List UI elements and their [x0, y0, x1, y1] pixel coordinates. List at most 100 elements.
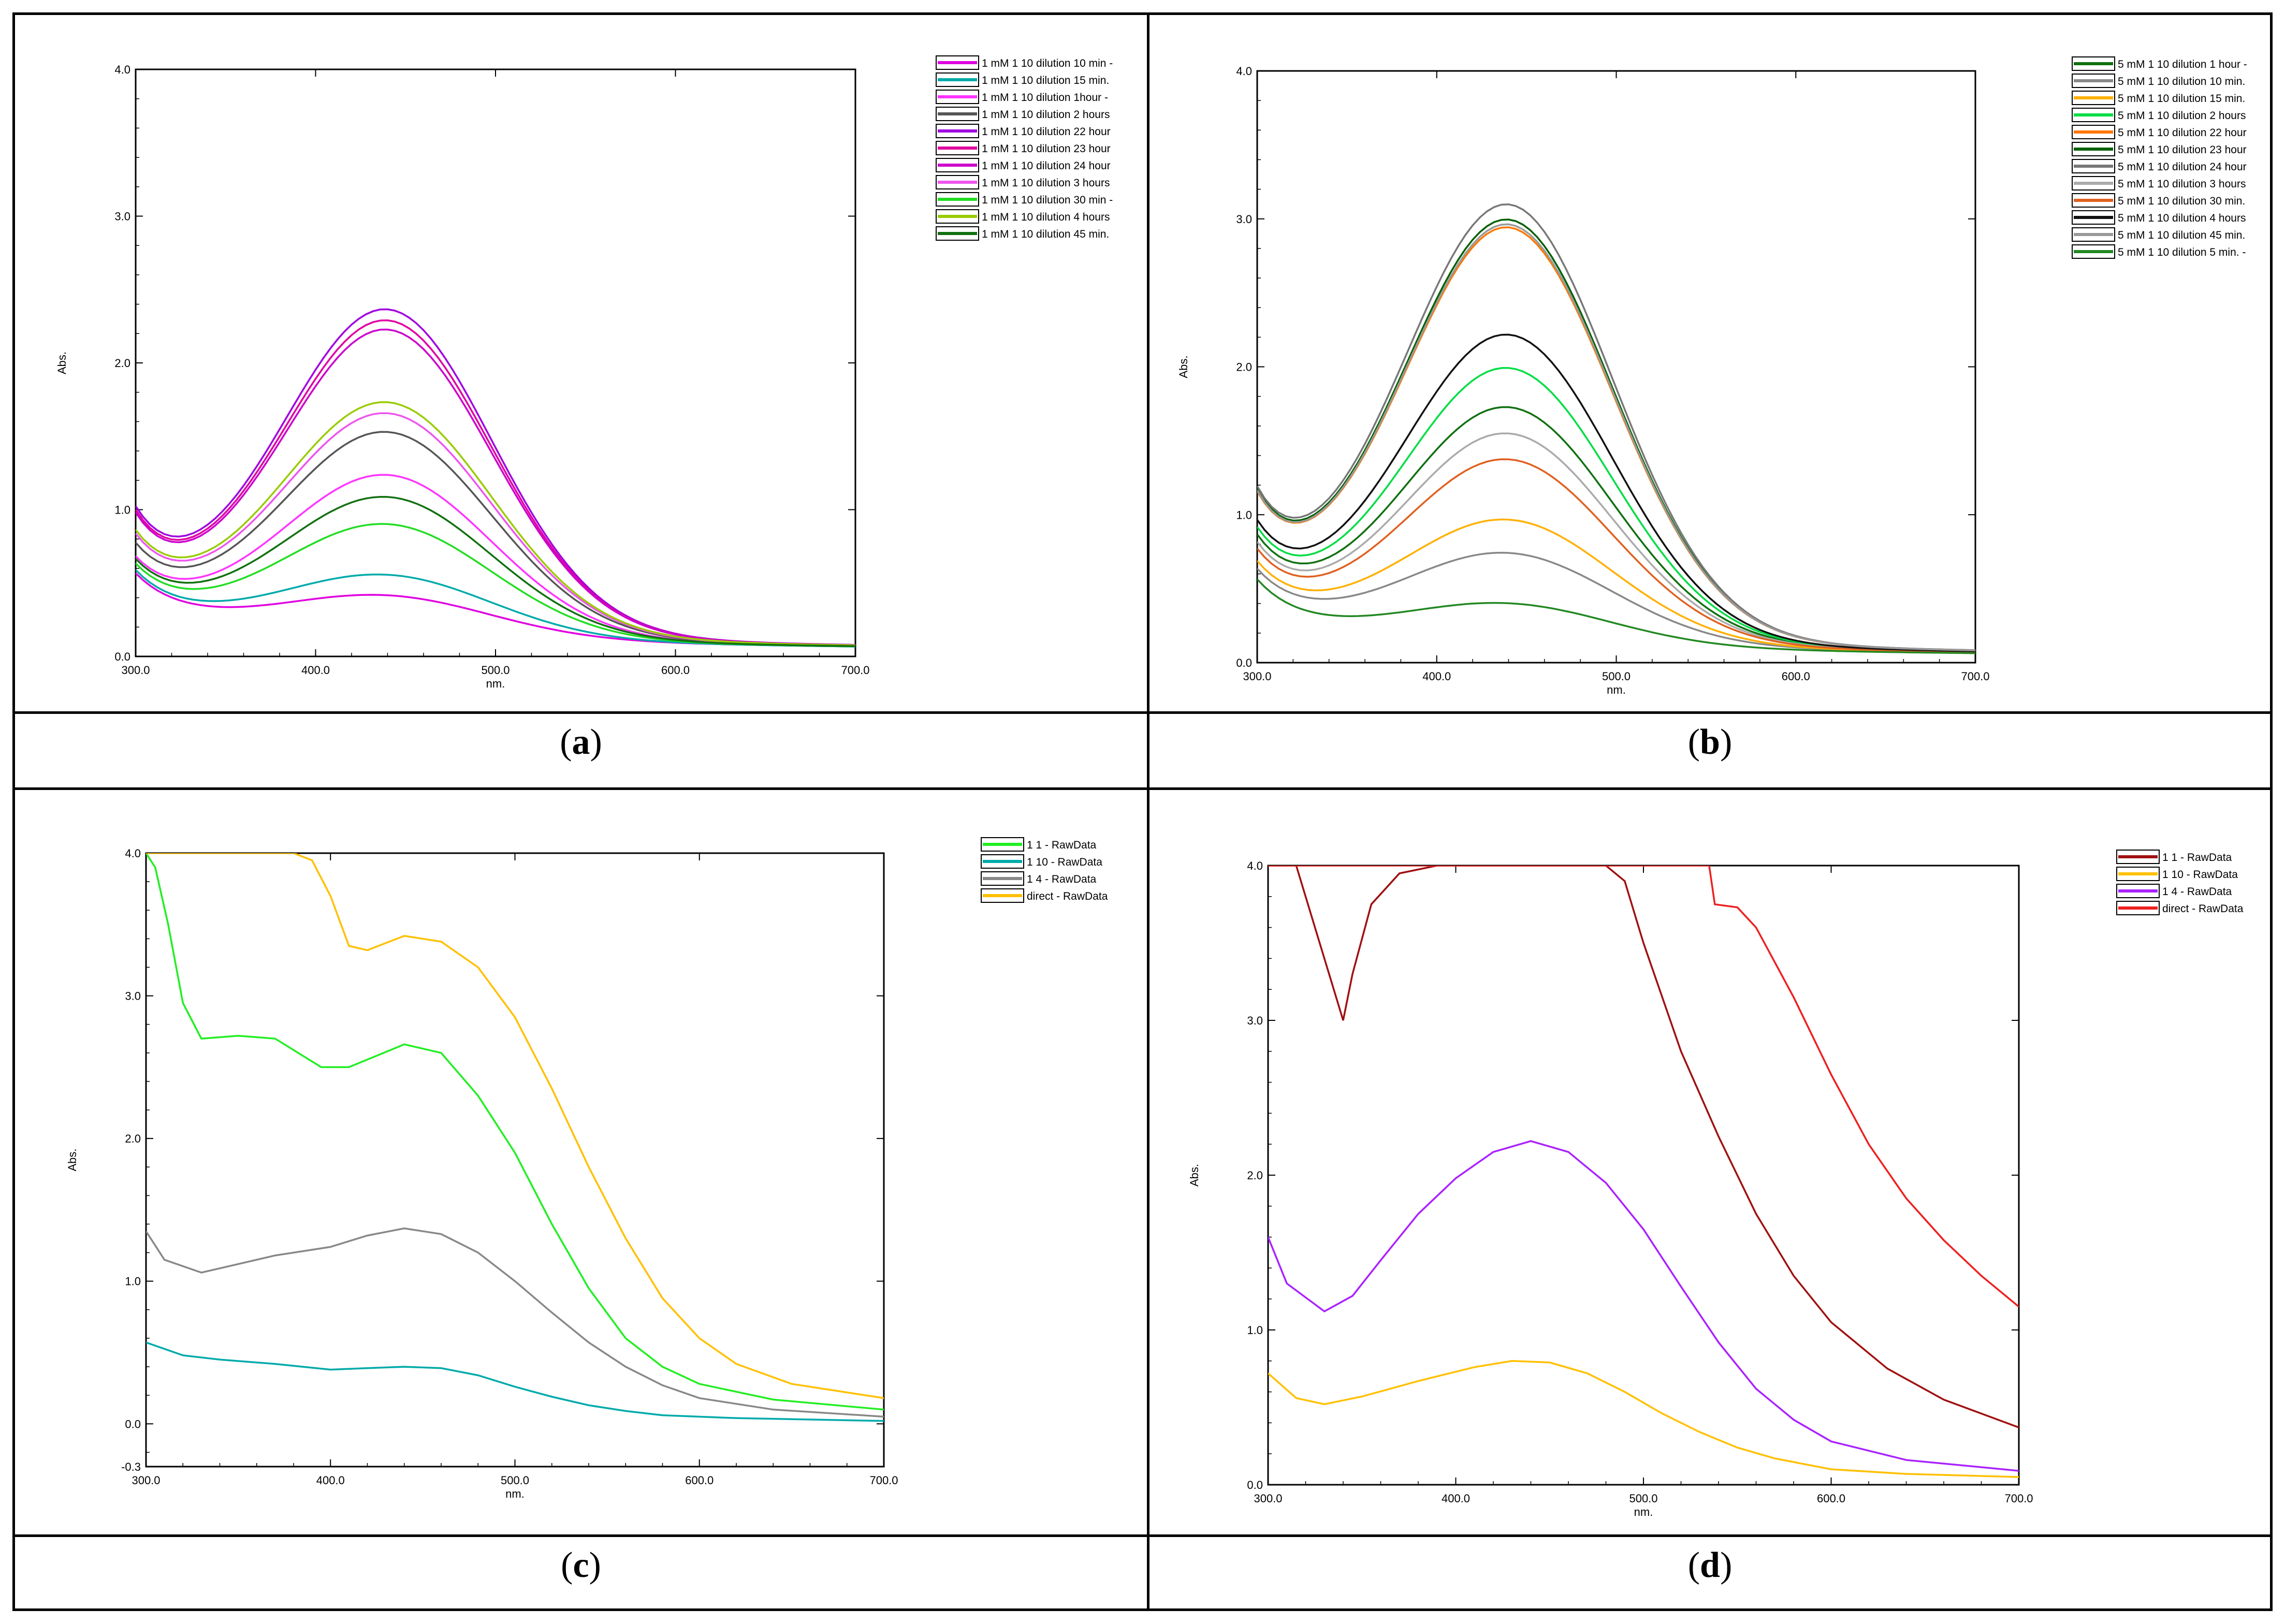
x-tick-label: 700.0	[2004, 1492, 2033, 1505]
legend-entry-label: direct - RawData	[2162, 903, 2244, 915]
x-tick-label: 400.0	[316, 1474, 345, 1487]
plot-frame	[145, 852, 885, 1468]
x-tick-label: 600.0	[685, 1474, 714, 1487]
y-tick-label: 3.0	[125, 990, 141, 1003]
legend-entry-label: 1 mM 1 10 dilution 24 hour	[982, 160, 1111, 172]
x-axis-label: nm.	[505, 1487, 525, 1500]
y-tick-label: 0.0	[1236, 656, 1252, 669]
y-tick-label: 0.0	[1247, 1479, 1263, 1491]
series-line-4	[136, 431, 855, 647]
figure-grid: (a) (b) (c) (d)	[12, 12, 2273, 1611]
chart-panel-d: 300.0 400.0 500.0 600.0 700.0 0.0 1.0 2.0 3.0 4.0…	[1188, 850, 2244, 1518]
legend-entry-label: direct - RawData	[1027, 890, 1108, 902]
y-tick-label: 2.0	[1236, 361, 1252, 374]
legend-entry-label: 5 mM 1 10 dilution 2 hours	[2118, 110, 2246, 122]
legend-entry-label: 5 mM 1 10 dilution 22 hour	[2118, 127, 2247, 139]
legend-entry-label: 5 mM 1 10 dilution 3 hours	[2118, 178, 2246, 190]
legend-entry-label: 5 mM 1 10 dilution 15 min.	[2118, 93, 2245, 105]
legend-entry-label: 1 mM 1 10 dilution 3 hours	[982, 177, 1110, 189]
y-tick-label: 0.0	[114, 650, 130, 663]
chart-panel-b: 300.0 400.0 500.0 600.0 700.0 0.0 1.0 2.0 3.0 4.0…	[1177, 56, 2247, 696]
chart-panel-c: 300.0 400.0 500.0 600.0 700.0 -0.3 0.0 1.0 2.0 3.…	[66, 837, 1108, 1500]
caption-a: (a)	[560, 722, 602, 762]
legend-entry-label: 1 4 - RawData	[1027, 873, 1097, 885]
row-divider-mid	[15, 787, 2270, 790]
series-line-2	[1268, 1360, 2019, 1478]
y-tick-label: 1.0	[1236, 508, 1252, 521]
series-line-6	[1257, 218, 1975, 651]
x-tick-label: 700.0	[869, 1474, 898, 1487]
series-line-3	[136, 474, 855, 647]
series-line-12	[1257, 578, 1975, 654]
y-tick-label: 3.0	[1247, 1014, 1263, 1027]
y-tick-label: -0.3	[121, 1460, 141, 1473]
legend-entry-label: 5 mM 1 10 dilution 45 min.	[2118, 229, 2245, 241]
legend-entry-label: 1 4 - RawData	[2162, 886, 2232, 898]
y-tick-label: 4.0	[1247, 859, 1263, 872]
legend: 1 1 - RawData 1 10 - RawData 1 4 - RawData…	[2116, 850, 2244, 915]
legend-entry-label: 5 mM 1 10 dilution 30 min.	[2118, 195, 2245, 207]
legend-entry-label: 1 mM 1 10 dilution 30 min -	[982, 194, 1113, 206]
x-tick-label: 500.0	[1602, 670, 1631, 683]
legend-entry-label: 1 mM 1 10 dilution 22 hour	[982, 126, 1111, 138]
y-axis-label: Abs.	[55, 352, 68, 374]
legend-entry-label: 5 mM 1 10 dilution 10 min.	[2118, 76, 2245, 87]
series-line-6	[136, 319, 855, 646]
series-line-1	[1268, 866, 2019, 1429]
series-line-5	[136, 308, 855, 646]
y-tick-label: 3.0	[114, 210, 130, 223]
legend: 1 1 - RawData 1 10 - RawData 1 4 - RawData…	[981, 837, 1108, 903]
y-tick-label: 2.0	[114, 357, 130, 370]
series-line-2	[146, 1341, 884, 1422]
x-tick-label: 300.0	[132, 1474, 160, 1487]
x-tick-label: 300.0	[1243, 670, 1271, 683]
y-tick-label: 3.0	[1236, 213, 1252, 226]
x-tick-label: 300.0	[1254, 1492, 1282, 1505]
caption-c: (c)	[561, 1545, 601, 1585]
legend-entry-label: 5 mM 1 10 dilution 1 hour -	[2118, 58, 2247, 70]
legend-entry-label: 1 mM 1 10 dilution 4 hours	[982, 211, 1110, 223]
x-tick-label: 700.0	[841, 664, 869, 677]
series-lines	[1257, 203, 1975, 654]
y-tick-label: 4.0	[114, 63, 130, 76]
legend-entry-label: 1 mM 1 10 dilution 10 min -	[982, 57, 1113, 69]
legend-entry-label: 1 10 - RawData	[1027, 856, 1102, 868]
series-line-5	[1257, 226, 1975, 652]
series-line-9	[136, 523, 855, 648]
legend-entry-label: 1 mM 1 10 dilution 45 min.	[982, 228, 1109, 240]
x-tick-label: 400.0	[301, 664, 330, 677]
x-tick-label: 500.0	[501, 1474, 529, 1487]
y-tick-label: 0.0	[125, 1417, 141, 1430]
legend-entry-label: 1 10 - RawData	[2162, 869, 2238, 881]
y-axis-label: Abs.	[1177, 355, 1190, 378]
x-tick-label: 300.0	[121, 664, 150, 677]
x-axis-label: nm.	[1634, 1505, 1653, 1518]
series-lines	[136, 308, 855, 648]
series-line-1	[136, 572, 855, 648]
x-tick-label: 600.0	[1817, 1492, 1845, 1505]
y-tick-label: 1.0	[1247, 1324, 1263, 1337]
chart-panel-a: 300.0 400.0 500.0 600.0 700.0 0.0 1.0 2.0 3.0 4.0…	[55, 55, 1113, 690]
series-lines	[1268, 866, 2019, 1478]
y-tick-label: 1.0	[125, 1275, 141, 1288]
series-line-2	[136, 569, 855, 648]
row-divider-a	[15, 711, 2270, 714]
legend: 5 mM 1 10 dilution 1 hour - 5 mM 1 10 dil…	[2072, 56, 2247, 259]
x-tick-label: 500.0	[481, 664, 510, 677]
y-axis-label: Abs.	[66, 1148, 79, 1171]
series-line-2	[1257, 551, 1975, 654]
x-tick-label: 500.0	[1629, 1492, 1657, 1505]
legend-entry-label: 1 mM 1 10 dilution 23 hour	[982, 143, 1111, 155]
series-line-4	[1257, 367, 1975, 653]
legend-entry-label: 1 mM 1 10 dilution 2 hours	[982, 109, 1110, 121]
x-tick-label: 400.0	[1422, 670, 1451, 683]
y-tick-label: 2.0	[1247, 1169, 1263, 1182]
column-divider	[1147, 15, 1149, 1608]
legend-entry-label: 5 mM 1 10 dilution 4 hours	[2118, 212, 2246, 224]
series-line-9	[1257, 458, 1975, 653]
series-lines	[146, 853, 884, 1422]
x-tick-label: 400.0	[1442, 1492, 1470, 1505]
legend-entry-label: 5 mM 1 10 dilution 5 min. -	[2118, 246, 2246, 258]
series-line-10	[1257, 333, 1975, 652]
